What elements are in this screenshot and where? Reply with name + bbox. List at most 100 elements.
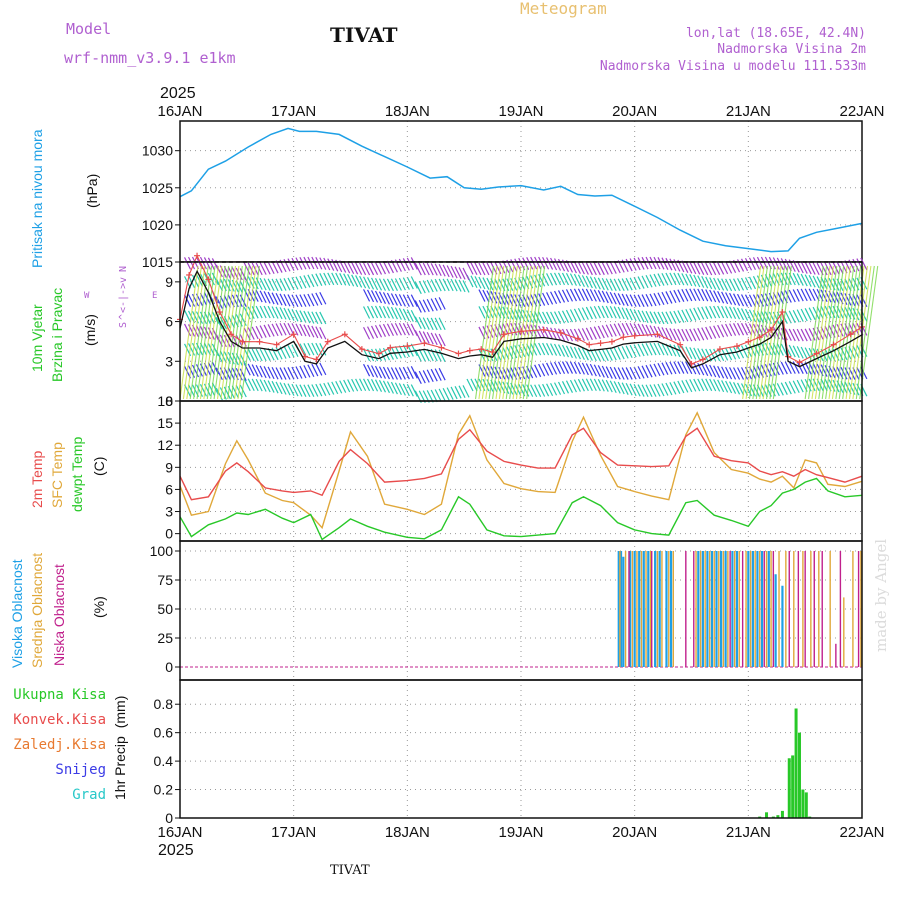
wind-barb <box>259 325 267 338</box>
wind-barb <box>661 327 669 340</box>
wind-barb <box>573 308 581 322</box>
wind-barb <box>319 273 327 286</box>
wind-barb <box>804 288 812 302</box>
wind-barb <box>800 261 808 274</box>
wind-barb <box>255 305 263 319</box>
pressure-ylabel-unit: (hPa) <box>84 174 100 208</box>
wind-barb <box>577 288 585 302</box>
model-label: Model <box>66 20 111 38</box>
wind-barb <box>653 363 661 377</box>
wind-barb <box>255 364 263 378</box>
wind-barb <box>729 278 737 292</box>
wind-barb <box>199 384 207 397</box>
wind-barb <box>605 348 613 361</box>
bottom-day-label: 16JAN <box>157 824 202 841</box>
wind-barb <box>665 382 673 396</box>
wind-barb <box>709 262 717 276</box>
wind-barb <box>585 327 593 341</box>
wind-barb <box>307 384 315 397</box>
wind-barb <box>729 306 737 320</box>
wind-barb <box>255 348 263 362</box>
wind-barb <box>406 323 414 336</box>
wind-barb <box>701 378 709 392</box>
wind-barb <box>295 366 303 379</box>
wind-barb <box>673 344 681 358</box>
wind-barb <box>784 328 792 341</box>
wind-barb <box>370 290 379 303</box>
wind-barb <box>784 290 792 303</box>
wind-barb <box>370 277 379 291</box>
wind-barb <box>442 264 450 278</box>
wind-barb <box>259 305 267 319</box>
wind-barb <box>410 384 418 397</box>
precip-frame <box>179 679 863 819</box>
wind-barb <box>740 345 749 358</box>
wind-barb <box>581 275 589 288</box>
wind-barb <box>693 262 701 275</box>
wind-barb <box>386 306 394 319</box>
wind-barb <box>410 366 418 379</box>
cloud-ylabel-unit: (%) <box>91 596 107 618</box>
wind-ylabel: 10m Vjetar Brzina i Pravac (m/s) N v <-|… <box>29 266 157 382</box>
wind-barb <box>378 348 387 361</box>
wind-barb <box>740 258 749 272</box>
wind-barb <box>367 326 375 339</box>
wind-barb <box>295 257 303 270</box>
wind-barb <box>609 291 617 305</box>
wind-barb <box>617 306 625 320</box>
wind-barb <box>215 317 223 330</box>
wind-barb <box>725 278 733 292</box>
wind-barb <box>247 262 255 276</box>
gust-hatch <box>811 265 831 400</box>
wind-barb <box>295 323 303 336</box>
wind-barb <box>402 258 410 271</box>
wind-barb <box>736 293 745 307</box>
wind-barb <box>832 278 840 291</box>
wind-barb <box>820 289 828 302</box>
wind-barb <box>701 262 709 276</box>
wind-barb <box>669 290 677 304</box>
wind-barb <box>251 348 259 362</box>
cloud-ytick-label: 25 <box>157 630 173 646</box>
gust-hatch <box>193 265 213 400</box>
wind-barb <box>561 381 570 394</box>
wind-barb <box>299 310 307 323</box>
temp-ylabel-unit: (C) <box>91 457 107 476</box>
wind-barb <box>311 273 319 287</box>
wind-barb <box>398 367 406 380</box>
wind-barb <box>577 261 585 275</box>
wind-barb <box>613 260 621 274</box>
wind-barb <box>557 290 566 303</box>
precip-ytick-label: 0.2 <box>154 782 174 798</box>
wind-barb <box>211 258 219 271</box>
wind-barb <box>462 267 470 281</box>
wind-barb <box>438 367 446 381</box>
wind-barb <box>768 311 776 325</box>
wind-barb <box>645 293 653 307</box>
wind-barb <box>609 261 617 274</box>
wind-barb <box>347 273 355 287</box>
wind-barb <box>625 322 633 336</box>
wind-barb <box>382 323 391 337</box>
wind-barb <box>418 370 426 384</box>
wind-barb <box>542 363 550 376</box>
wind-barb <box>550 343 558 356</box>
wind-barb <box>744 344 753 358</box>
gust-hatch <box>206 265 226 400</box>
wind-barb <box>283 293 291 307</box>
wind-barb <box>374 278 383 291</box>
wind-barb <box>585 378 593 392</box>
wind-barb <box>844 367 852 380</box>
wind-barb <box>589 327 597 340</box>
wind-barb <box>609 278 617 292</box>
wind-barb <box>303 275 311 288</box>
wind-barb <box>526 384 534 397</box>
wind-barb <box>466 378 474 392</box>
cloud-ylabel: Visoka Oblacnost Srednja Oblacnost Niska… <box>9 553 107 668</box>
gust-hatch <box>481 265 501 400</box>
wind-barb <box>351 378 359 392</box>
wind-barb <box>744 294 753 307</box>
temp-ylabel-sfc: SFC Temp <box>49 442 65 508</box>
wind-barb <box>760 293 768 307</box>
wind-barb <box>649 293 657 307</box>
